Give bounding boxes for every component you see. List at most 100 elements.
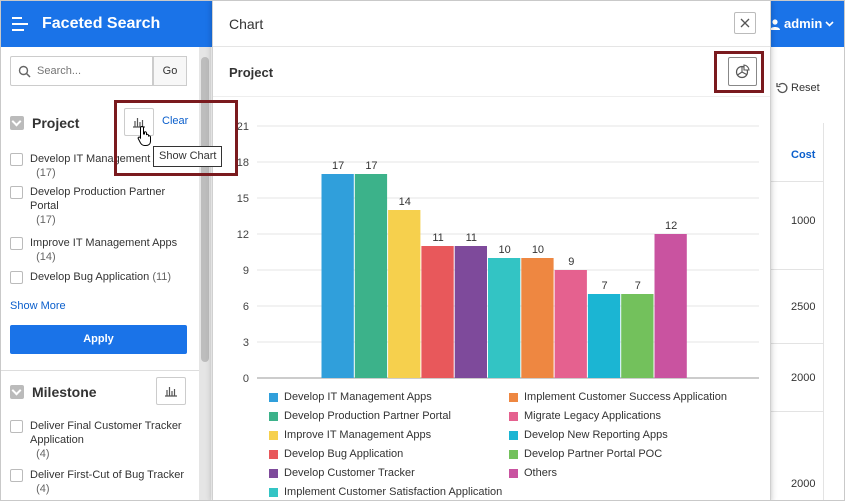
bar (388, 210, 421, 378)
data-label: 10 (499, 244, 511, 256)
legend-item[interactable]: Improve IT Management Apps (269, 429, 431, 441)
option-count: (11) (152, 271, 172, 283)
y-tick-label: 9 (243, 265, 249, 277)
row-divider (771, 269, 823, 270)
bar (488, 258, 521, 378)
option-label: Develop IT Management Apps (30, 153, 178, 165)
clear-link[interactable]: Clear (162, 115, 189, 127)
facet-option[interactable]: Develop IT Management Apps (17) (10, 152, 190, 180)
region-divider (213, 96, 770, 97)
cost-column-header[interactable]: Cost (791, 149, 816, 161)
pie-chart-toggle-button[interactable] (728, 57, 757, 86)
option-label: Develop Bug Application (30, 271, 150, 283)
y-tick-label: 3 (243, 337, 249, 349)
checkbox[interactable] (10, 237, 23, 250)
facet-option[interactable]: Deliver First-Cut of Bug Tracker (4) (10, 468, 190, 496)
legend-item[interactable]: Develop Production Partner Portal (269, 410, 451, 422)
legend-swatch (269, 487, 278, 497)
legend-item[interactable]: Develop Customer Tracker (269, 467, 415, 479)
legend-label: Develop IT Management Apps (284, 391, 432, 403)
bar-chart-icon (165, 387, 177, 397)
bar (587, 294, 621, 378)
legend-item[interactable]: Implement Customer Success Application (509, 391, 727, 403)
legend-swatch (509, 392, 518, 402)
option-label: Deliver Final Customer Tracker Applicati… (30, 420, 182, 446)
show-more-link[interactable]: Show More (10, 300, 66, 312)
checkbox[interactable] (10, 469, 23, 482)
go-button[interactable]: Go (153, 56, 187, 86)
cost-cell: 2500 (791, 301, 816, 313)
facet-option[interactable]: Deliver Final Customer Tracker Applicati… (10, 419, 185, 461)
show-chart-button[interactable] (156, 377, 186, 405)
close-icon (740, 18, 750, 28)
bar (354, 174, 388, 378)
milestone-facet-header[interactable]: Milestone (10, 384, 97, 400)
legend-label: Others (524, 467, 558, 479)
data-label: 11 (432, 232, 443, 244)
collapse-icon[interactable] (10, 116, 24, 130)
cost-cell: 2000 (791, 372, 816, 384)
search-input[interactable] (35, 64, 145, 78)
option-label: Improve IT Management Apps (30, 237, 178, 249)
legend-swatch (269, 468, 278, 478)
legend-label: Migrate Legacy Applications (524, 410, 661, 422)
divider (1, 370, 199, 371)
option-count: (4) (36, 483, 50, 495)
legend-item[interactable]: Develop IT Management Apps (269, 391, 432, 403)
legend-item[interactable]: Develop Bug Application (269, 448, 403, 460)
facet-option[interactable]: Develop Production Partner Portal (17) (10, 185, 175, 227)
row-divider (771, 343, 823, 344)
dialog-divider (213, 46, 770, 47)
facets-panel: Go Project Clear Develop IT Management A… (1, 47, 199, 500)
reset-button[interactable]: Reset (776, 82, 820, 94)
data-label: 10 (532, 244, 544, 256)
app-title: Faceted Search (42, 15, 161, 32)
legend-item[interactable]: Develop Partner Portal POC (509, 448, 662, 460)
option-label: Develop Production Partner Portal (30, 186, 166, 212)
legend-item[interactable]: Migrate Legacy Applications (509, 410, 661, 422)
y-tick-label: 12 (237, 229, 249, 241)
chevron-down-icon (825, 21, 834, 27)
user-menu[interactable]: admin (769, 16, 834, 31)
legend-swatch (269, 392, 278, 402)
checkbox[interactable] (10, 186, 23, 199)
legend-item[interactable]: Develop New Reporting Apps (509, 429, 668, 441)
legend-item[interactable]: Implement Customer Satisfaction Applicat… (269, 486, 502, 498)
cost-cell: 1000 (791, 215, 816, 227)
chart-region-title: Project (229, 65, 274, 80)
data-label: 7 (635, 280, 641, 292)
legend-swatch (509, 430, 518, 440)
user-icon (770, 18, 780, 30)
menu-icon[interactable] (12, 17, 28, 31)
project-facet-header[interactable]: Project (10, 115, 79, 131)
facet-option[interactable]: Improve IT Management Apps (14) (10, 236, 190, 264)
checkbox[interactable] (10, 153, 23, 166)
cursor-hand-icon (137, 125, 151, 146)
facet-option[interactable]: Develop Bug Application (11) (10, 270, 190, 284)
bar-chart: 0 3 6 9 12 15 18 21 17 17 14 11 11 10 10 9 7 7 12 (237, 121, 759, 385)
legend-swatch (269, 430, 278, 440)
legend-swatch (509, 468, 518, 478)
collapse-icon[interactable] (10, 385, 24, 399)
legend-label: Develop Partner Portal POC (524, 448, 663, 460)
checkbox[interactable] (10, 420, 23, 433)
legend-label: Implement Customer Success Application (524, 391, 727, 403)
close-button[interactable] (734, 12, 756, 34)
option-count: (14) (36, 251, 56, 263)
row-divider (771, 411, 823, 412)
checkbox[interactable] (10, 271, 23, 284)
legend-label: Implement Customer Satisfaction Applicat… (284, 486, 503, 498)
y-tick-label: 0 (243, 373, 249, 385)
option-label: Deliver First-Cut of Bug Tracker (30, 469, 185, 481)
show-chart-button[interactable] (124, 108, 154, 136)
data-label: 17 (332, 160, 344, 172)
apply-button[interactable]: Apply (10, 325, 187, 354)
report-region (771, 47, 844, 500)
show-chart-tooltip: Show Chart (153, 146, 223, 167)
legend-label: Develop Customer Tracker (284, 467, 415, 479)
data-label: 11 (466, 232, 477, 244)
scrollbar-thumb[interactable] (201, 57, 209, 362)
bar (321, 174, 354, 378)
legend-item[interactable]: Others (509, 467, 557, 479)
bar (521, 258, 554, 378)
